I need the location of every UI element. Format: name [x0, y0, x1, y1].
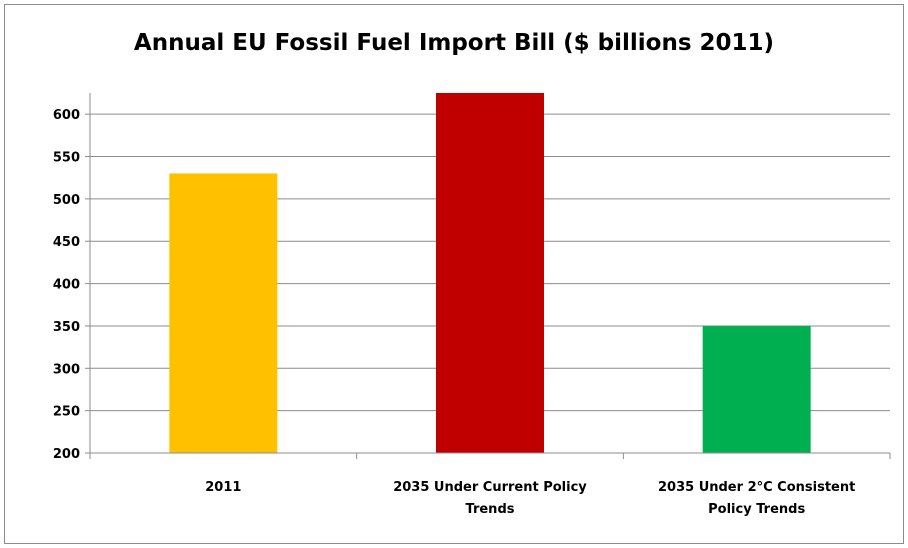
- bar: [169, 173, 278, 453]
- chart-title: Annual EU Fossil Fuel Import Bill ($ bil…: [133, 30, 775, 56]
- y-tick-label: 600: [53, 108, 80, 123]
- bar: [436, 93, 544, 453]
- x-category-label: Policy Trends: [708, 502, 805, 517]
- x-category-label: 2011: [205, 480, 241, 495]
- y-tick-label: 550: [53, 151, 80, 166]
- bar: [702, 325, 811, 453]
- y-tick-label: 350: [53, 320, 80, 335]
- y-tick-label: 500: [53, 193, 80, 208]
- y-tick-label: 400: [53, 278, 80, 293]
- x-category-label: 2035 Under Current Policy: [393, 480, 587, 495]
- x-category-label: Trends: [466, 502, 515, 517]
- y-tick-label: 250: [53, 405, 80, 420]
- y-tick-label: 200: [53, 447, 80, 462]
- y-tick-label: 300: [53, 362, 80, 377]
- y-tick-label: 450: [53, 235, 80, 250]
- x-category-label: 2035 Under 2°C Consistent: [658, 480, 855, 495]
